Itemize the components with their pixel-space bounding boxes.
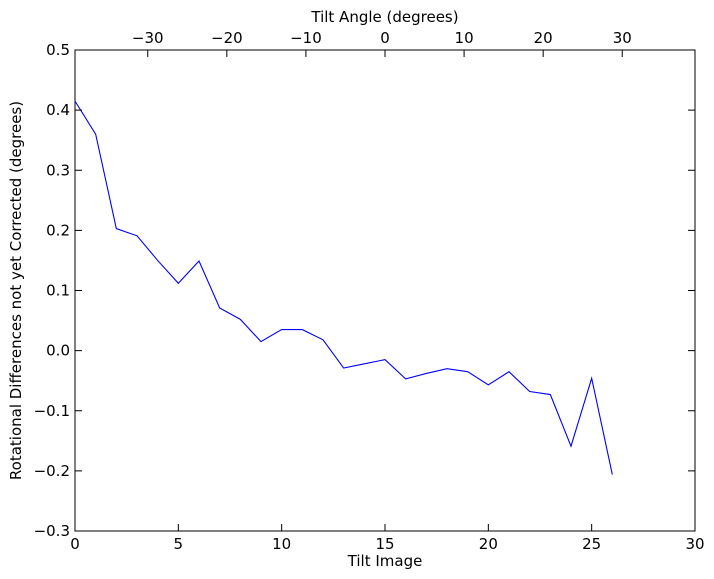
x-tick-label: 30: [685, 535, 704, 553]
y-tick-label: 0.3: [46, 161, 70, 179]
y-tick-label: 0.1: [46, 282, 70, 300]
top-x-tick-label: 0: [380, 29, 390, 47]
y-tick-label: −0.3: [34, 522, 70, 540]
ticks-layer: 0 5 10 15 20 25 30 −30 −20 −10 0 10 20 30 −0.3 −0.2 −0.1…: [34, 29, 705, 553]
x-axis-label: Tilt Image: [347, 552, 423, 570]
top-x-tick-label: 20: [534, 29, 553, 47]
x-tick-label: 25: [582, 535, 601, 553]
plot-area: [74, 49, 696, 532]
y-tick-label: 0.5: [46, 41, 70, 59]
series-line: [74, 100, 613, 475]
top-x-axis-label: Tilt Angle (degrees): [310, 8, 458, 26]
top-x-tick-label: −30: [132, 29, 164, 47]
x-tick-label: 15: [375, 535, 394, 553]
y-tick-label: −0.2: [34, 462, 70, 480]
y-tick-label: 0.4: [46, 101, 70, 119]
x-tick-label: 20: [479, 535, 498, 553]
series-layer: [74, 100, 613, 475]
y-tick-label: 0.0: [46, 342, 70, 360]
top-x-tick-label: 30: [613, 29, 632, 47]
x-tick-label: 10: [272, 535, 291, 553]
top-x-tick-label: −10: [290, 29, 322, 47]
y-tick-label: 0.2: [46, 221, 70, 239]
top-x-tick-label: −20: [211, 29, 243, 47]
x-tick-label: 5: [174, 535, 184, 553]
top-x-tick-label: 10: [455, 29, 474, 47]
y-axis-label: Rotational Differences not yet Corrected…: [7, 101, 25, 480]
x-tick-label: 0: [70, 535, 80, 553]
y-tick-label: −0.1: [34, 402, 70, 420]
plot-frame: [74, 49, 696, 532]
